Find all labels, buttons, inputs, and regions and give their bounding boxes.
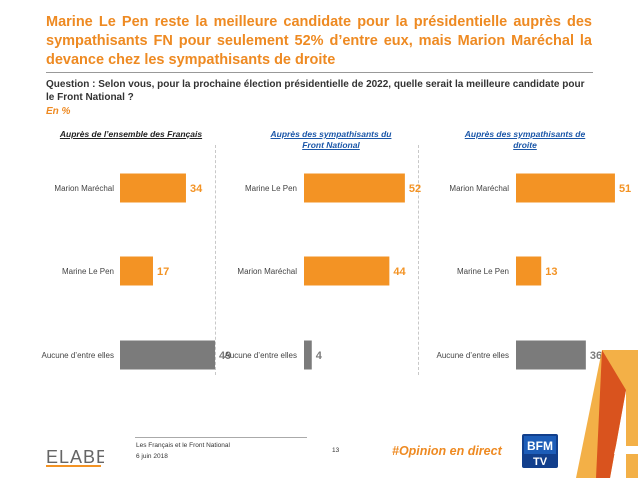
tv-logo-text: TV [533,456,548,468]
bfm-logo-text: BFM [527,439,553,453]
page-title: Marine Le Pen reste la meilleure candida… [46,14,592,68]
title-divider [46,72,593,73]
bar [516,340,586,370]
decorative-a-shape [576,350,638,478]
chart-1-title: Auprès de l’ensemble des Français [59,129,203,139]
category-label: Aucune d’entre elles [42,351,115,360]
bar [304,256,390,286]
bar [120,256,153,286]
bar [516,256,542,286]
chart-separator-2 [418,145,419,375]
value-label: 13 [545,266,557,278]
bar [516,173,615,203]
value-label: 4 [316,350,323,362]
value-label: 44 [393,266,406,278]
bar [120,340,216,370]
category-label: Marine Le Pen [62,267,114,276]
elabe-logo-text: ELABE [46,447,104,467]
category-label: Aucune d’entre elles [437,351,510,360]
survey-question: Question : Selon vous, pour la prochaine… [46,79,585,103]
value-label: 51 [619,183,631,195]
bar [304,173,405,203]
category-label: Marion Maréchal [54,184,114,193]
study-date: 6 juin 2018 [136,453,168,460]
value-label: 49 [219,350,231,362]
category-label: Marine Le Pen [245,184,297,193]
value-label: 17 [157,266,169,278]
category-label: Marion Maréchal [449,184,509,193]
chart-2-title: Auprès des sympathisants du Front Nation… [270,129,392,150]
page-number: 13 [332,447,340,454]
category-label: Aucune d’entre elles [225,351,298,360]
bfm-tv-logo: BFM TV [522,434,558,468]
chart-separator-1 [215,145,216,375]
category-label: Marion Maréchal [237,267,297,276]
value-label: 52 [409,183,421,195]
bar [120,173,186,203]
category-label: Marine Le Pen [457,267,509,276]
elabe-logo: ELABE [46,447,104,467]
bar [304,340,312,370]
chart-3-title: Auprès des sympathisants de droite [464,129,586,150]
hashtag: #Opinion en direct [392,444,502,458]
unit-label: En % [46,106,71,117]
value-label: 36 [590,350,602,362]
value-label: 34 [190,183,203,195]
study-name: Les Français et le Front National [136,442,230,449]
footer-divider [135,437,307,438]
